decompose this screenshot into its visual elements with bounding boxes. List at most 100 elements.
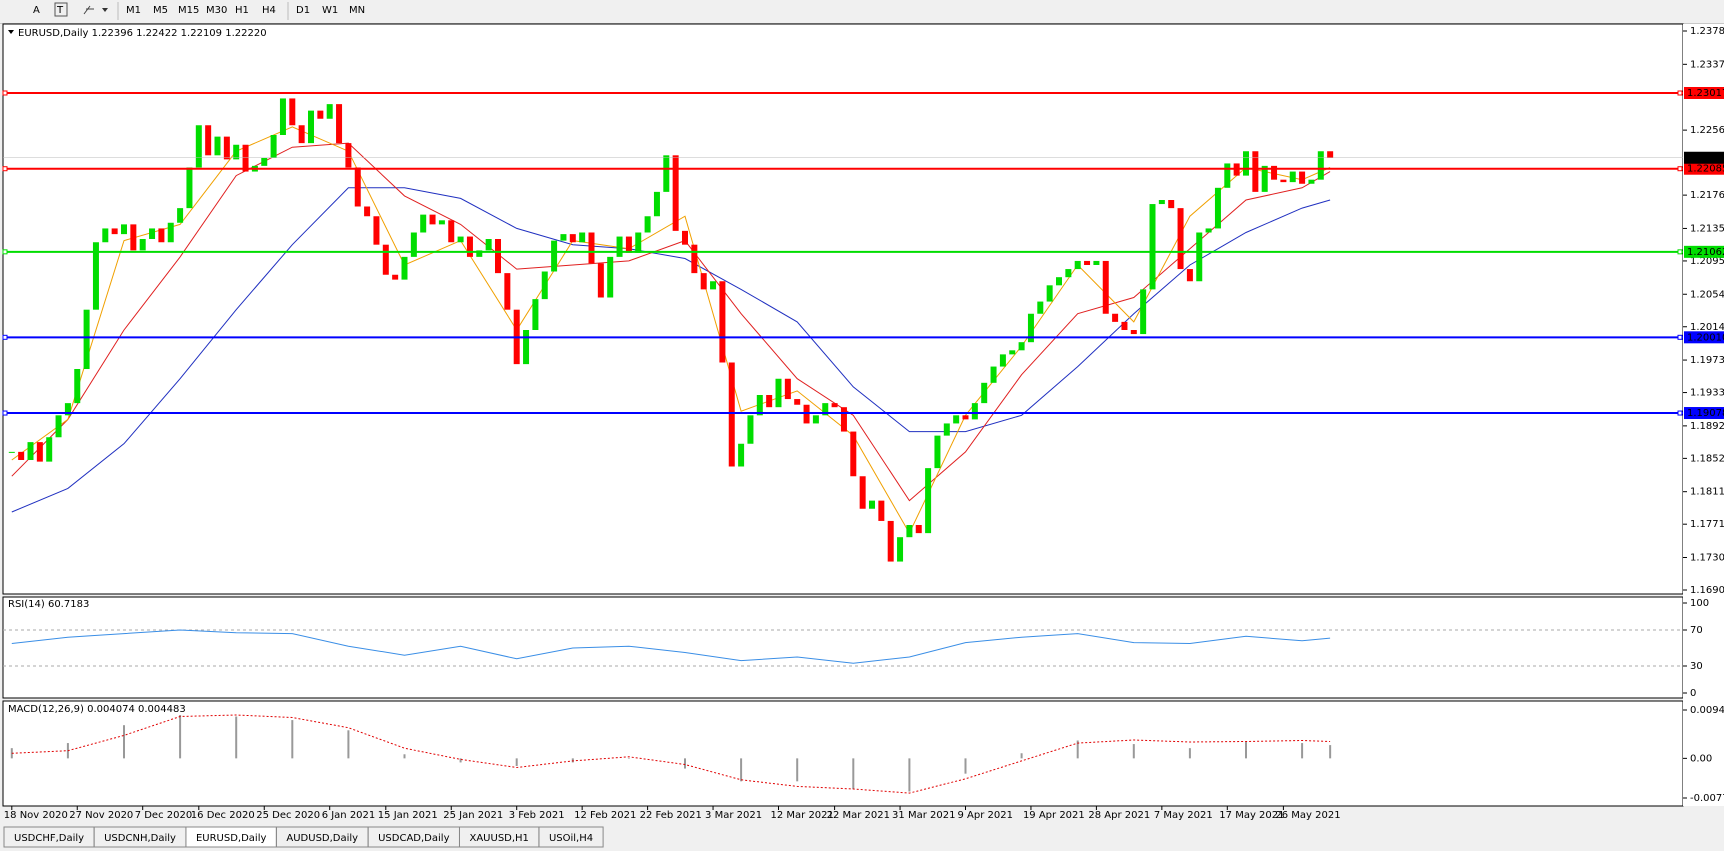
chart-header: EURUSD,Daily 1.22396 1.22422 1.22109 1.2… (18, 28, 267, 39)
candle (981, 382, 988, 404)
candle (8, 451, 15, 453)
candle (1149, 204, 1156, 290)
timeframe-button[interactable]: M15 (178, 5, 199, 16)
level-handle (2, 166, 8, 172)
level-handle (2, 334, 8, 340)
candle (223, 136, 230, 160)
price-tick-label: 1.21760 (1690, 190, 1724, 201)
objects-tool[interactable] (83, 5, 94, 15)
candle (1009, 350, 1016, 355)
candle (308, 110, 314, 144)
level-handle (2, 90, 8, 96)
timeframe-button[interactable]: M5 (153, 5, 168, 16)
candle (18, 451, 25, 460)
symbol-tab[interactable]: USDCNH,Daily (104, 833, 176, 844)
candle (644, 216, 651, 233)
timeframe-button[interactable]: W1 (322, 5, 338, 16)
price-tick-label: 1.16900 (1690, 585, 1724, 596)
candle (953, 415, 960, 424)
dropdown-arrow[interactable] (102, 8, 108, 12)
timeframe-button[interactable]: H1 (235, 5, 249, 16)
timeframe-button[interactable]: MN (349, 5, 365, 16)
candle (345, 143, 352, 168)
price-tick-label: 1.23780 (1690, 26, 1724, 37)
symbol-tab[interactable]: USDCHF,Daily (14, 833, 84, 844)
candle (653, 191, 660, 217)
level-handle (1677, 166, 1683, 172)
candle (607, 256, 614, 298)
macd-bar (1132, 744, 1135, 759)
price-tick-label: 1.18110 (1690, 487, 1724, 498)
timeframe-button[interactable]: D1 (296, 5, 310, 16)
candle (1196, 232, 1203, 282)
candle (485, 239, 492, 251)
header-arrow (8, 30, 14, 34)
candle (971, 403, 978, 420)
price-tick-label: 1.20950 (1690, 256, 1724, 267)
candle (728, 362, 735, 467)
candle (466, 236, 473, 257)
candle (915, 525, 922, 534)
candle (1243, 151, 1249, 176)
price-tick-label: 1.20540 (1690, 289, 1724, 300)
date-label: 18 Nov 2020 (4, 810, 68, 821)
level-price-box (1684, 245, 1724, 258)
candle (1289, 171, 1296, 183)
candle (775, 378, 782, 408)
symbol-tab[interactable]: XAUUSD,H1 (469, 833, 528, 844)
symbol-tab[interactable]: AUDUSD,Daily (286, 833, 358, 844)
candle (1056, 277, 1062, 286)
candle (1065, 269, 1072, 278)
symbol-tab[interactable]: EURUSD,Daily (196, 833, 267, 844)
macd-bar (908, 758, 911, 792)
candle (373, 216, 380, 245)
candle (177, 208, 184, 223)
candle (186, 167, 193, 209)
candle (700, 273, 707, 290)
candle (36, 442, 43, 462)
tab-frame[interactable] (538, 826, 604, 848)
candle (682, 230, 688, 245)
candle (1140, 289, 1147, 335)
date-label: 27 Nov 2020 (69, 810, 133, 821)
candle (364, 206, 371, 217)
candle (401, 256, 408, 280)
text-tool[interactable] (54, 2, 68, 17)
candle (1317, 151, 1324, 180)
date-label: 3 Feb 2021 (509, 810, 565, 821)
macd-bar (459, 758, 462, 763)
level-price-box (1684, 331, 1724, 344)
date-label: 12 Mar 2021 (771, 810, 834, 821)
macd-bar (684, 758, 686, 769)
timeframe-button[interactable]: M30 (206, 5, 227, 16)
candle (438, 220, 445, 225)
macd-panel (2, 700, 1684, 807)
font-button[interactable]: A (33, 5, 40, 16)
price-tick-label: 1.17300 (1690, 553, 1724, 564)
candle (541, 271, 548, 300)
candle (747, 415, 754, 444)
symbol-tab[interactable]: USDCAD,Daily (378, 833, 449, 844)
macd-bar (123, 725, 125, 759)
timeframe-button[interactable]: M1 (126, 5, 141, 16)
candle (317, 110, 324, 119)
candle (831, 403, 838, 408)
candle (850, 431, 857, 477)
candle (167, 222, 174, 243)
candle (840, 407, 847, 432)
macd-bar (1329, 745, 1332, 759)
macd-bar (1076, 740, 1079, 759)
candle (1084, 260, 1091, 265)
candle (1102, 260, 1109, 314)
candle (130, 224, 137, 251)
level-handle (2, 249, 8, 255)
candle (121, 224, 127, 235)
timeframe-button[interactable]: H4 (262, 5, 276, 16)
symbol-tab[interactable]: USOil,H4 (549, 833, 593, 844)
date-label: 31 Mar 2021 (892, 810, 955, 821)
macd-tick-label: 0.00 (1690, 753, 1712, 764)
candle (822, 403, 829, 416)
level-price-box (1684, 407, 1724, 420)
macd-bar (1020, 753, 1023, 759)
candle (74, 369, 81, 404)
